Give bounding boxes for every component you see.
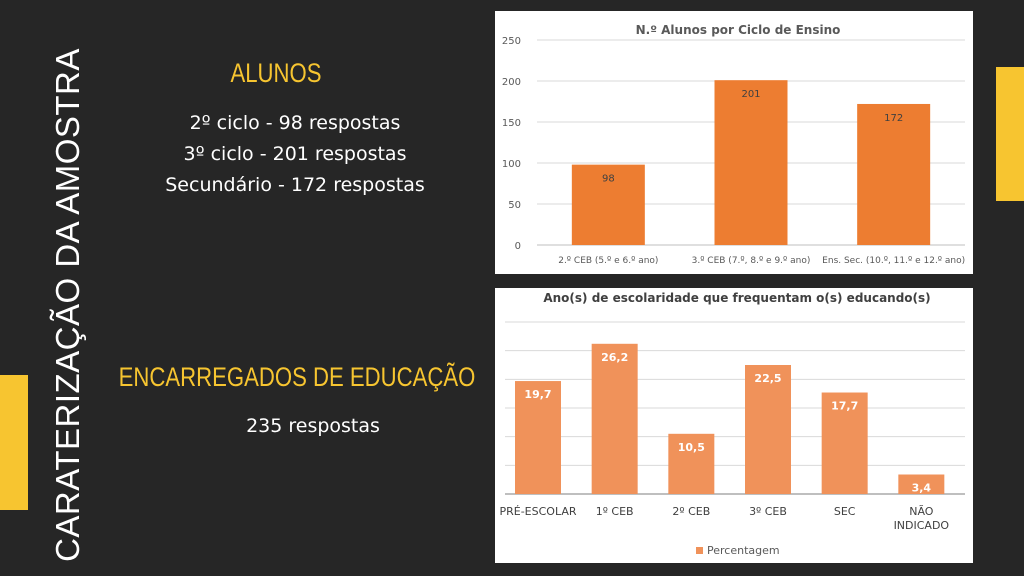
bar-1 [515, 381, 561, 494]
data-label: 172 [884, 113, 903, 124]
y-tick-label: 250 [502, 36, 521, 47]
y-tick-label: 200 [502, 77, 521, 88]
legend-swatch [696, 547, 703, 554]
bar-1 [571, 164, 645, 245]
legend-label: Percentagem [707, 544, 780, 557]
chart-alunos-title: N.º Alunos por Ciclo de Ensino [636, 23, 841, 37]
bar-4 [745, 365, 791, 494]
chart-escolaridade: Ano(s) de escolaridade que frequentam o(… [499, 291, 965, 557]
bar-2 [591, 343, 638, 494]
data-label: 22,5 [754, 372, 781, 385]
accent-bar-right [996, 67, 1024, 201]
data-label: 98 [602, 174, 615, 185]
data-label: 19,7 [524, 388, 551, 401]
chart-escolaridade-title: Ano(s) de escolaridade que frequentam o(… [543, 291, 930, 305]
vertical-title: CARATERIZAÇÃO DA AMOSTRA [49, 48, 86, 562]
encarregados-heading: ENCARREGADOS DE EDUCAÇÃO [118, 362, 476, 392]
category-label: 3.º CEB (7.º, 8.º e 9.º ano) [692, 256, 811, 266]
data-label: 26,2 [601, 351, 628, 364]
category-label: 2º CEB [672, 505, 710, 518]
category-label: NÃO INDICADO [894, 505, 950, 532]
bar-5 [821, 392, 868, 494]
alunos-line-3ciclo: 3º ciclo - 201 respostas [183, 143, 407, 165]
data-label: 201 [741, 89, 760, 100]
data-label: 3,4 [912, 482, 932, 495]
chart-escolaridade-panel: Ano(s) de escolaridade que frequentam o(… [495, 288, 973, 563]
y-tick-label: 0 [515, 241, 521, 252]
category-label: 1º CEB [596, 505, 634, 518]
chart-alunos-panel: N.º Alunos por Ciclo de Ensino 0 50 100 150 2… [495, 11, 973, 274]
category-label: PRÉ-ESCOLAR [499, 505, 576, 518]
bar-2 [714, 80, 788, 246]
alunos-line-secundario: Secundário - 172 respostas [165, 174, 425, 196]
category-label: Ens. Sec. (10.º, 11.º e 12.º ano) [822, 256, 965, 266]
data-label: 10,5 [678, 441, 705, 454]
category-label: SEC [834, 505, 856, 518]
y-tick-label: 50 [508, 200, 521, 211]
encarregados-line: 235 respostas [246, 415, 380, 437]
y-tick-label: 100 [502, 159, 521, 170]
alunos-heading: ALUNOS [230, 58, 322, 88]
data-label: 17,7 [831, 400, 858, 413]
bar-6 [898, 474, 945, 494]
bar-3 [668, 433, 715, 494]
category-label: 2.º CEB (5.º e 6.º ano) [558, 256, 658, 266]
bar-3 [857, 103, 931, 246]
accent-bar-left [0, 375, 28, 510]
chart-alunos: N.º Alunos por Ciclo de Ensino 0 50 100 150 2… [502, 23, 965, 266]
y-tick-label: 150 [502, 118, 521, 129]
alunos-line-2ciclo: 2º ciclo - 98 respostas [189, 112, 401, 134]
category-label: 3º CEB [749, 505, 787, 518]
